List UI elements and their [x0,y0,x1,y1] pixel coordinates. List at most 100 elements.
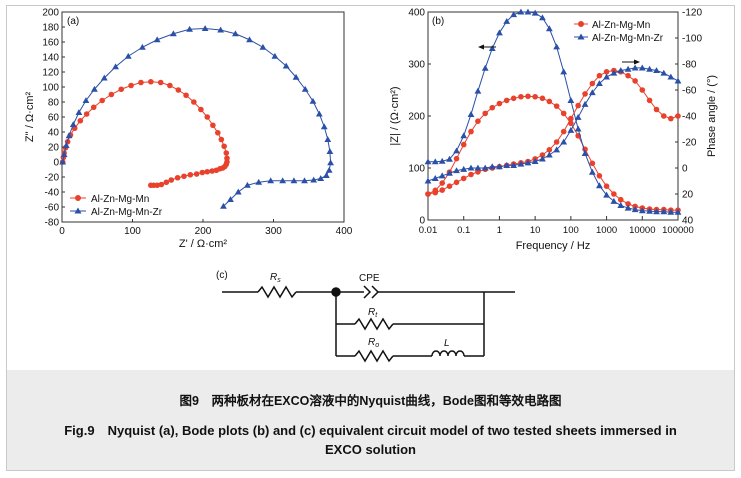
data-point [326,148,334,155]
data-point [193,171,200,177]
data-point [453,155,460,162]
bode-series [424,8,682,215]
data-point [474,87,482,94]
data-point [653,106,660,113]
left-tick-label: 200 [408,112,425,123]
left-tick-label: 400 [408,8,425,19]
data-point [596,182,603,189]
data-point [223,150,230,156]
legend-triangle-marker [577,33,585,40]
series-al-zn-mg-mn-phase [425,67,681,197]
data-point [617,202,625,208]
data-point [553,103,560,109]
data-point [460,175,467,182]
y-tick-label: 140 [42,53,59,64]
y-tick-label: 80 [48,98,60,109]
data-point [168,177,175,183]
left-tick-label: 100 [408,164,425,175]
arrow-right-icon [634,59,640,65]
left-tick-label: 300 [408,60,425,71]
data-point [282,62,290,69]
data-point [309,97,317,104]
data-point [617,67,625,74]
data-point [75,109,83,116]
legend-label: Al-Zn-Mg-Mn-Zr [592,33,664,44]
data-point [518,93,524,100]
data-point [209,168,215,174]
data-point [481,164,489,171]
data-point [675,113,681,119]
series-al-zn-mg-mn-modulus [425,93,681,213]
right-tick-label: -80 [682,60,697,71]
inductor-l-label: L [444,338,450,349]
data-point [531,9,539,16]
data-point [431,158,439,165]
legend-item-al-zn-mg-mn: Al-Zn-Mg-Mn [70,194,149,205]
data-point [610,69,618,76]
data-point [667,208,675,215]
caption-english-line-2: EXCO solution [325,442,416,457]
caption-chinese: 图9 两种板材在EXCO溶液中的Nyquist曲线，Bode图和等效电路图 [179,394,562,408]
x-tick-label: 100 [563,225,579,236]
bode-panel-label: (b) [432,16,444,27]
data-point [660,113,667,119]
series-al-zn-mg-mn-zr [59,25,335,209]
data-point [460,165,468,172]
right-tick-label: 0 [682,164,688,175]
circuit-panel-label: (c) [216,270,228,281]
bode-legend: Al-Zn-Mg-Mn Al-Zn-Mg-Mn-Zr [574,20,664,44]
data-point [210,122,216,129]
resistor-ro-symbol [354,349,394,363]
nyquist-y-axis-label: Z'' / Ω·cm² [24,92,36,143]
data-point [589,80,596,87]
data-point [181,173,187,180]
data-point [217,26,225,33]
data-point [271,52,279,59]
bode-ticks: 0.01 0.1 1 10 100 1000 10000 100000010020030040… [408,8,702,237]
data-point [320,123,328,130]
data-point [183,92,189,99]
caption-english-line-1: Fig.9 Nyquist (a), Bode plots (b) and (c… [64,423,677,438]
left-tick-label: 0 [419,216,425,227]
nyquist-plot-frame [61,11,345,223]
data-point [588,89,596,96]
data-point [62,142,70,149]
data-point [631,64,639,71]
data-point [65,132,73,139]
data-point [539,95,546,102]
right-tick-label: -40 [682,112,697,123]
data-point [246,36,253,43]
data-point [603,73,610,80]
data-point [574,125,582,132]
equivalent-circuit: (c) Rs CPE Rt Ro L [216,270,515,363]
data-point [83,111,90,117]
data-point [201,25,209,32]
data-point [446,169,453,176]
data-point [545,25,553,32]
data-point [279,177,287,184]
data-point [69,121,77,128]
data-point [503,162,511,168]
right-axis-arrow [622,59,640,65]
data-point [215,129,221,136]
data-point [553,43,561,50]
x-tick-label: 400 [336,226,353,237]
data-point [204,114,211,120]
data-point [674,208,682,215]
data-point [496,100,503,107]
bode-left-axis-label: |Z| / (Ω·cm²) [389,86,401,145]
figure-frame [6,5,735,471]
data-point [517,160,525,167]
data-point [610,197,618,204]
x-tick-label: 10 [530,225,541,236]
right-tick-label: -100 [682,34,702,45]
x-tick-label: 100 [124,226,141,237]
series-line [427,67,679,182]
data-point [255,178,263,185]
data-point [611,191,617,197]
y-tick-label: 0 [53,158,59,169]
resistor-rt-symbol [354,317,394,331]
data-point [568,115,574,122]
data-point [596,72,603,79]
